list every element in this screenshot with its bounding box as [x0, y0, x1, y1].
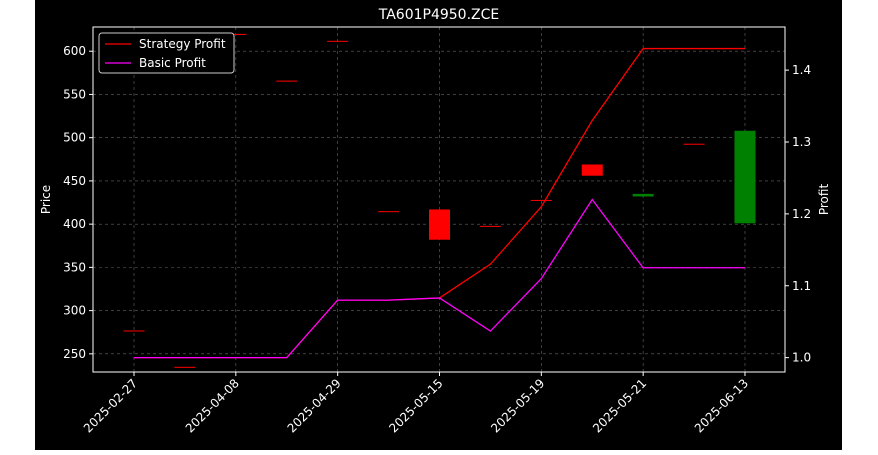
plot-frame: [92, 26, 786, 373]
candle: [174, 366, 196, 368]
x-tick-label: 2025-04-29: [285, 376, 344, 435]
y-tick-label-right: 1.3: [792, 135, 811, 149]
y-tick-label-right: 1.2: [792, 207, 811, 221]
y-tick-label-right: 1.1: [792, 279, 811, 293]
x-tick-label: 2025-05-19: [488, 376, 547, 435]
x-tick-label: 2025-04-08: [183, 376, 242, 435]
candle: [378, 211, 400, 213]
y-tick-label-left: 450: [63, 174, 86, 188]
x-tick-label: 2025-02-27: [81, 376, 140, 435]
x-tick-label: 2025-06-13: [692, 376, 751, 435]
y-axis-label-left: Price: [39, 185, 53, 214]
y-tick-label-left: 250: [63, 347, 86, 361]
y-tick-label-left: 400: [63, 217, 86, 231]
candle: [479, 225, 501, 227]
profit-lines: [134, 47, 745, 359]
candle: [530, 199, 552, 201]
legend-label: Basic Profit: [139, 56, 206, 70]
x-tick-label: 2025-05-21: [590, 376, 649, 435]
candle: [734, 130, 756, 224]
y-tick-label-left: 350: [63, 260, 86, 274]
x-tick-label: 2025-05-15: [386, 376, 445, 435]
candle: [225, 33, 247, 35]
chart-svg: 250 300 350 400 450 500 550 600 1.0 1.1 1.2 1.3 1.4 2…: [39, 7, 831, 435]
legend: Strategy Profit Basic Profit: [98, 32, 235, 74]
candle: [123, 330, 145, 332]
legend-label: Strategy Profit: [139, 37, 226, 51]
candle: [581, 164, 603, 176]
chart-title: TA601P4950.ZCE: [378, 7, 500, 23]
y-tick-label-right: 1.0: [792, 351, 811, 365]
y-axis-label-right: Profit: [817, 184, 831, 216]
y-tick-label-right: 1.4: [792, 63, 811, 77]
y-tick-label-left: 550: [63, 87, 86, 101]
series-line: [134, 198, 745, 359]
candle: [276, 80, 298, 82]
grid: [93, 27, 785, 372]
y-tick-label-left: 300: [63, 304, 86, 318]
y-tick-label-left: 500: [63, 131, 86, 145]
chart-canvas: 250 300 350 400 450 500 550 600 1.0 1.1 1.2 1.3 1.4 2…: [35, 0, 842, 450]
y-tick-label-left: 600: [63, 44, 86, 58]
legend-box: [98, 32, 235, 74]
candle: [428, 209, 450, 240]
axes: 250 300 350 400 450 500 550 600 1.0 1.1 1.2 1.3 1.4 2…: [63, 44, 811, 435]
candle: [683, 143, 705, 145]
candle: [327, 40, 349, 42]
candles: [123, 33, 756, 368]
candle: [632, 193, 654, 197]
